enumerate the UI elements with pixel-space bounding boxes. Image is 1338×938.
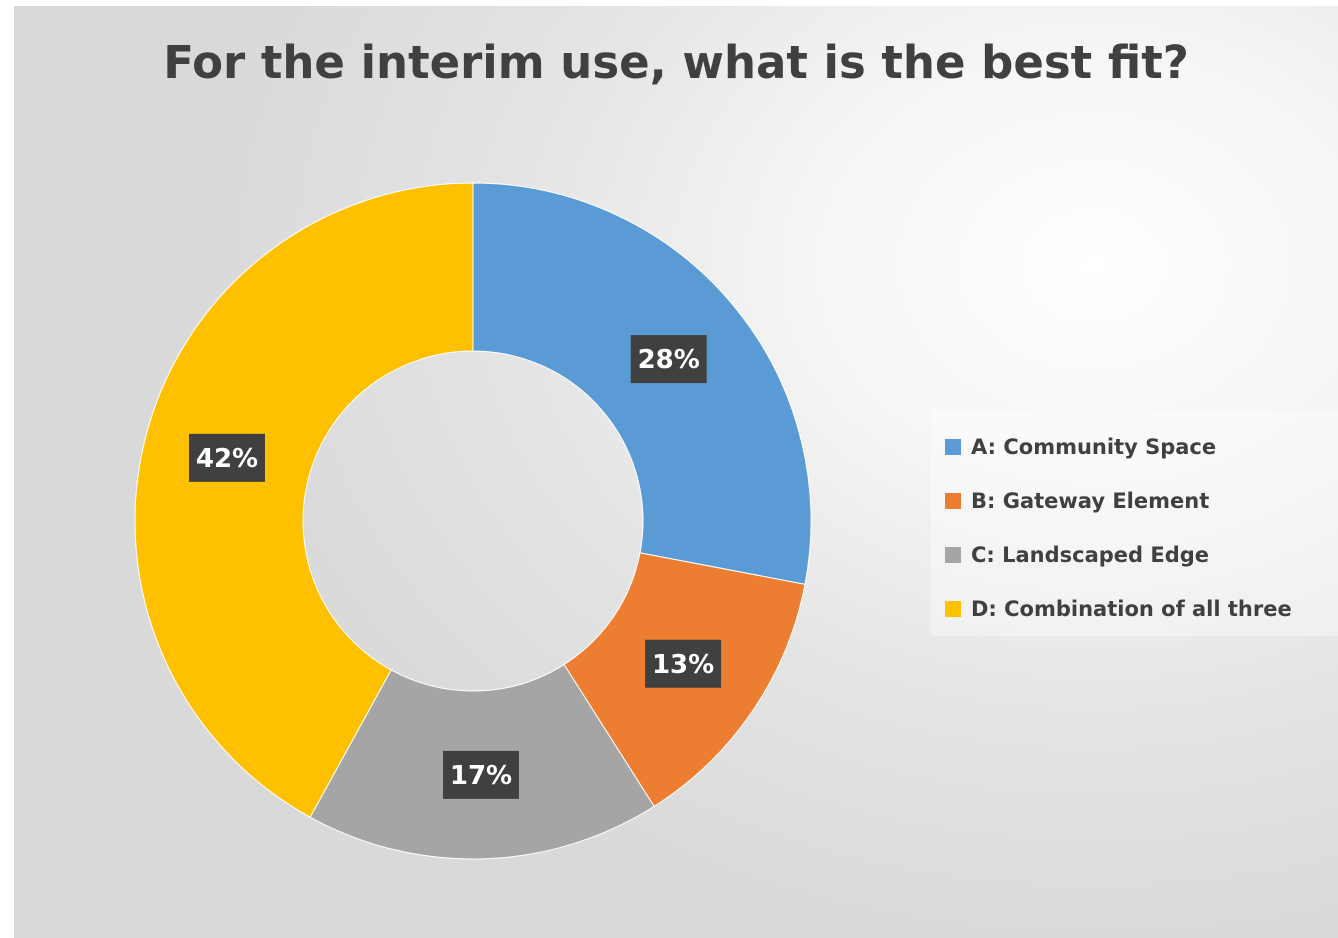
data-label-text-b: 13% [652, 650, 714, 680]
legend-item-d: D: Combination of all three [945, 594, 1292, 624]
chart-area: For the interim use, what is the best fi… [14, 6, 1338, 938]
legend-label-b: B: Gateway Element [971, 489, 1210, 513]
chart-title: For the interim use, what is the best fi… [163, 36, 1189, 89]
donut-slice-d [134, 182, 474, 818]
donut-data-labels: 28% 13% 17% 42% [188, 335, 722, 799]
donut-slice-a [472, 182, 812, 585]
data-label-box-c [442, 750, 519, 799]
data-label-c: 17% [442, 750, 519, 799]
data-label-text-a: 28% [638, 345, 700, 375]
data-label-d: 42% [188, 433, 265, 482]
donut-chart: 28% 13% 17% 42% [134, 182, 812, 860]
data-label-box-d [188, 433, 265, 482]
legend-item-b: B: Gateway Element [945, 486, 1209, 516]
legend-item-a: A: Community Space [945, 432, 1216, 462]
legend-item-c: C: Landscaped Edge [945, 540, 1209, 570]
chart-legend: A: Community Space B: Gateway Element C:… [931, 411, 1338, 636]
legend-swatch-c [945, 547, 961, 563]
legend-swatch-d [945, 601, 961, 617]
data-label-box-a [630, 335, 707, 384]
legend-label-c: C: Landscaped Edge [971, 543, 1210, 567]
data-label-b: 13% [645, 639, 722, 688]
legend-label-a: A: Community Space [971, 435, 1217, 459]
data-label-box-b [645, 639, 722, 688]
data-label-text-d: 42% [196, 444, 258, 474]
data-label-a: 28% [630, 335, 707, 384]
legend-swatch-a [945, 439, 961, 455]
legend-label-d: D: Combination of all three [971, 597, 1292, 621]
legend-swatch-b [945, 493, 961, 509]
data-label-text-c: 17% [450, 761, 512, 791]
